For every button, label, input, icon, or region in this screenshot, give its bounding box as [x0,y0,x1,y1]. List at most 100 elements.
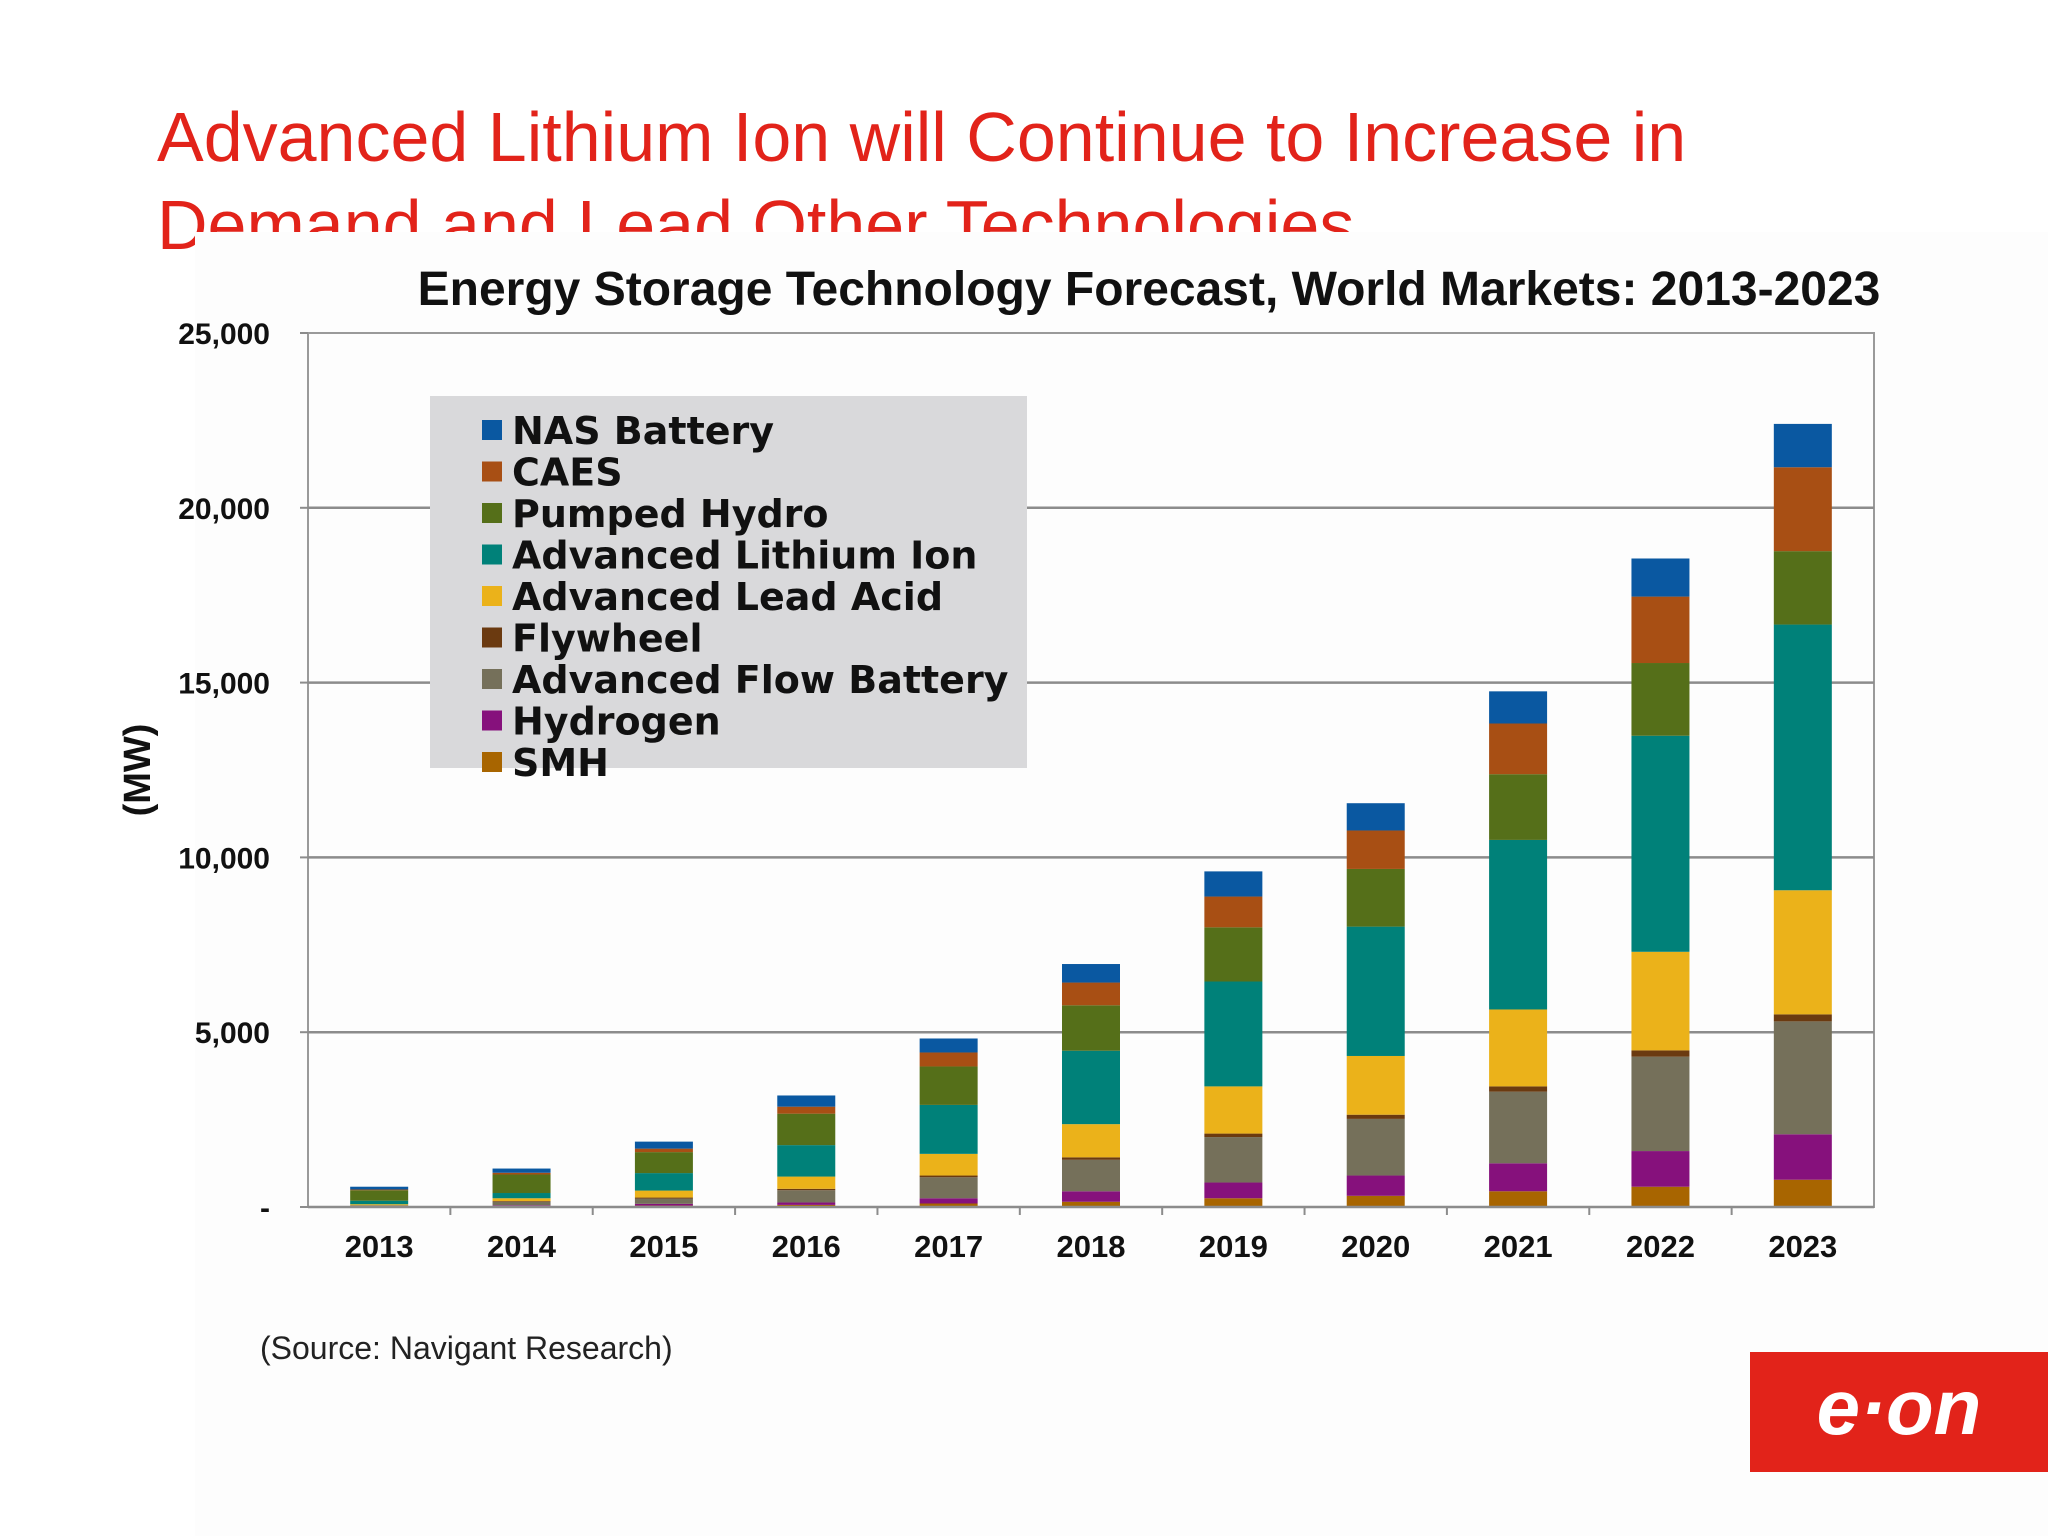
bar-advanced-flow-battery-2018 [1062,1159,1120,1192]
bar-smh-2018 [1062,1201,1120,1207]
slide-title-line1: Advanced Lithium Ion will Continue to In… [157,97,1687,176]
y-tick-label: 25,000 [178,318,270,351]
x-tick-label: 2013 [345,1229,414,1264]
y-tick-label: 10,000 [178,842,270,875]
bar-advanced-lithium-ion-2020 [1346,926,1405,1056]
bar-nas-battery-2014 [492,1168,551,1173]
bar-nas-battery-2018 [1062,964,1120,983]
bar-pumped-hydro-2022 [1631,663,1690,736]
bar-pumped-hydro-2016 [777,1113,836,1146]
bar-flywheel-2015 [634,1197,693,1199]
bar-advanced-lead-acid-2018 [1062,1124,1120,1158]
bar-smh-2023 [1773,1179,1832,1207]
bar-advanced-lithium-ion-2017 [919,1104,978,1154]
x-tick-label: 2023 [1768,1229,1837,1264]
bar-advanced-lead-acid-2014 [492,1198,551,1202]
source-note: (Source: Navigant Research) [260,1330,673,1366]
bar-hydrogen-2017 [919,1198,978,1204]
bar-advanced-lithium-ion-2016 [777,1145,836,1177]
bar-hydrogen-2018 [1062,1191,1120,1202]
x-tick-label: 2020 [1341,1229,1410,1264]
bar-advanced-lithium-ion-2013 [350,1200,409,1205]
bar-pumped-hydro-2013 [350,1190,409,1201]
bar-caes-2015 [634,1148,693,1153]
bar-advanced-lithium-ion-2022 [1631,735,1690,952]
x-tick-label: 2021 [1484,1229,1553,1264]
bar-pumped-hydro-2018 [1062,1005,1120,1051]
bar-flywheel-2023 [1773,1014,1832,1022]
legend-label: Advanced Lithium Ion [512,534,977,578]
bar-advanced-lead-acid-2023 [1773,890,1832,1015]
bar-hydrogen-2016 [777,1202,836,1205]
bar-smh-2019 [1204,1198,1263,1207]
bar-pumped-hydro-2021 [1489,774,1548,840]
bar-advanced-lithium-ion-2018 [1062,1050,1120,1125]
bar-hydrogen-2019 [1204,1182,1263,1199]
bar-caes-2023 [1773,467,1832,552]
bar-advanced-lead-acid-2020 [1346,1055,1405,1115]
y-tick-label: 5,000 [195,1017,270,1050]
bar-pumped-hydro-2019 [1204,927,1263,982]
bar-advanced-lead-acid-2015 [634,1190,693,1198]
bar-hydrogen-2023 [1773,1134,1832,1180]
bar-advanced-lead-acid-2017 [919,1153,978,1176]
bar-advanced-flow-battery-2017 [919,1177,978,1199]
y-tick-label: - [260,1192,270,1225]
bar-advanced-flow-battery-2023 [1773,1021,1832,1135]
bar-smh-2021 [1489,1191,1548,1207]
bar-caes-2019 [1204,896,1263,928]
bar-pumped-hydro-2015 [634,1152,693,1174]
legend-label: Flywheel [512,617,702,661]
bar-flywheel-2018 [1062,1157,1120,1160]
y-tick-label: 15,000 [178,668,270,701]
bar-nas-battery-2016 [777,1095,836,1107]
bar-nas-battery-2013 [350,1186,409,1190]
bar-advanced-flow-battery-2016 [777,1190,836,1203]
bar-hydrogen-2021 [1489,1163,1548,1192]
bar-caes-2016 [777,1106,836,1114]
bar-smh-2017 [919,1203,978,1207]
bar-flywheel-2020 [1346,1114,1405,1119]
bar-advanced-lithium-ion-2023 [1773,624,1832,891]
x-tick-label: 2019 [1199,1229,1268,1264]
bar-advanced-lead-acid-2016 [777,1176,836,1189]
legend-label: CAES [512,451,623,495]
chart-title: Energy Storage Technology Forecast, Worl… [417,263,1881,316]
bar-pumped-hydro-2020 [1346,868,1405,927]
bar-pumped-hydro-2023 [1773,551,1832,625]
bar-caes-2020 [1346,830,1405,869]
eon-logo: e·on [1750,1352,2048,1472]
bar-smh-2020 [1346,1195,1405,1207]
legend-box [430,396,1027,768]
bar-flywheel-2019 [1204,1133,1263,1138]
bar-caes-2022 [1631,596,1690,664]
bar-advanced-flow-battery-2015 [634,1198,693,1204]
bar-flywheel-2016 [777,1188,836,1191]
bar-caes-2017 [919,1052,978,1067]
x-tick-label: 2016 [772,1229,841,1264]
y-tick-label: 20,000 [178,493,270,526]
bar-advanced-flow-battery-2021 [1489,1091,1548,1164]
bar-flywheel-2017 [919,1175,978,1178]
bar-pumped-hydro-2017 [919,1066,978,1105]
bar-advanced-lead-acid-2019 [1204,1086,1263,1134]
bar-advanced-flow-battery-2014 [492,1201,551,1206]
legend-label: NAS Battery [512,409,774,453]
x-tick-label: 2017 [914,1229,983,1264]
bar-nas-battery-2023 [1773,423,1832,468]
bar-nas-battery-2022 [1631,558,1690,597]
x-tick-label: 2014 [487,1229,557,1264]
bar-advanced-lithium-ion-2019 [1204,981,1263,1087]
legend-swatch [482,710,502,731]
bar-nas-battery-2020 [1346,803,1405,831]
bar-advanced-lithium-ion-2015 [634,1173,693,1191]
bar-nas-battery-2021 [1489,691,1548,724]
legend-swatch [482,669,502,689]
bar-advanced-lead-acid-2021 [1489,1009,1548,1087]
x-tick-label: 2015 [629,1229,698,1264]
legend-swatch [482,461,502,482]
legend-swatch [482,544,502,565]
x-tick-label: 2018 [1057,1229,1126,1264]
bar-caes-2014 [492,1172,551,1175]
bar-advanced-lithium-ion-2021 [1489,839,1548,1010]
